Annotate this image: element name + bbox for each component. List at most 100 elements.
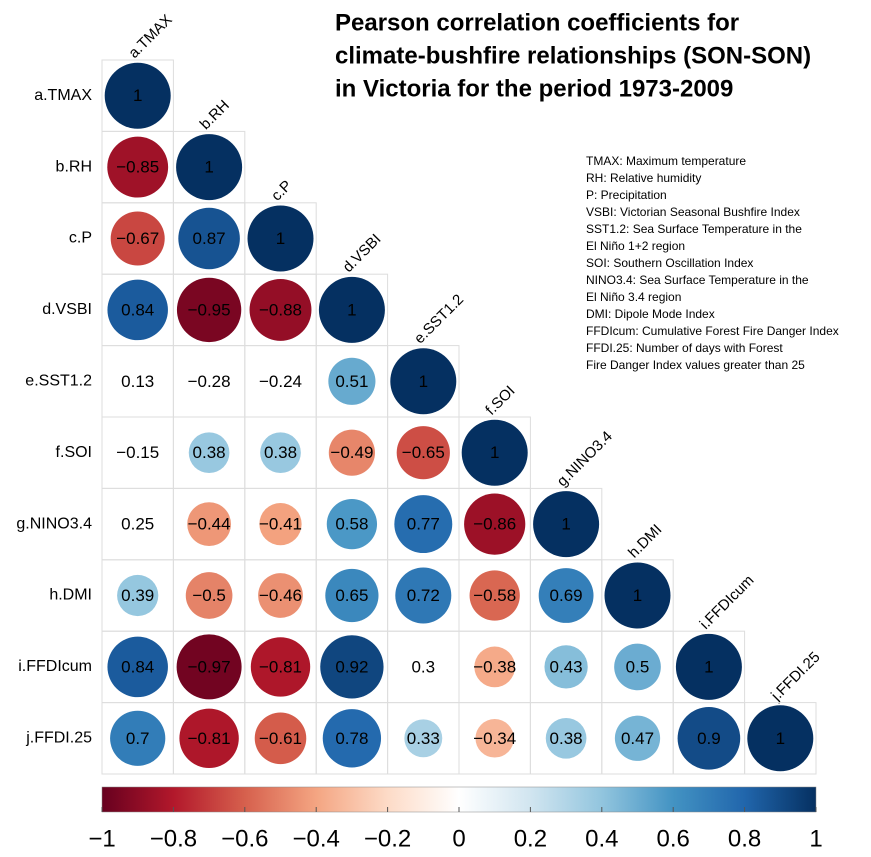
correlation-circle xyxy=(395,567,452,624)
colorbar-tick-label: 0.4 xyxy=(585,825,618,852)
colorbar-tick-label: −0.4 xyxy=(293,825,340,852)
correlation-circle xyxy=(104,62,171,129)
correlation-circle xyxy=(461,419,528,486)
cell-label: 0.5 xyxy=(626,657,650,676)
cell-label: 1 xyxy=(490,443,499,462)
cell-label: 0.9 xyxy=(697,729,721,748)
correlation-circle xyxy=(179,708,239,768)
correlation-circle xyxy=(675,633,742,700)
chart-title: Pearson correlation coefficients for xyxy=(335,9,739,36)
cell-label: 0.43 xyxy=(550,657,583,676)
cell-label: −0.65 xyxy=(402,443,445,462)
cell-label: −0.49 xyxy=(330,443,373,462)
correlation-circle xyxy=(533,491,600,558)
cell-label: −0.28 xyxy=(188,372,231,391)
column-label: c.P xyxy=(268,177,295,204)
cell-label: −0.5 xyxy=(192,586,226,605)
cell-label: 0.3 xyxy=(411,657,435,676)
correlation-circle xyxy=(107,636,168,698)
cell-label: −0.88 xyxy=(259,300,302,319)
correlation-circle xyxy=(117,574,159,617)
legend-note: El Niño 3.4 region xyxy=(586,290,681,304)
correlation-circle xyxy=(677,706,741,770)
row-label: g.NINO3.4 xyxy=(16,515,92,532)
row-label: i.FFDIcum xyxy=(18,658,92,675)
correlation-circle xyxy=(322,709,382,768)
correlation-circle xyxy=(325,568,379,623)
correlation-circle xyxy=(464,493,526,555)
cell-label: −0.81 xyxy=(188,729,231,748)
cell-label: 1 xyxy=(133,86,142,105)
cell-label: 0.87 xyxy=(193,229,226,248)
correlation-circle xyxy=(328,357,376,405)
legend-note: DMI: Dipole Mode Index xyxy=(586,307,715,321)
chart-title: in Victoria for the period 1973-2009 xyxy=(335,75,733,102)
correlation-circle xyxy=(747,705,814,772)
cell-label: 0.84 xyxy=(121,300,154,319)
correlation-circle xyxy=(469,570,520,621)
correlation-circle xyxy=(320,635,384,699)
cell-label: 0.77 xyxy=(407,515,440,534)
cell-label: 0.38 xyxy=(193,443,226,462)
cell-label: 1 xyxy=(347,300,356,319)
column-label: e.SST1.2 xyxy=(411,291,467,347)
column-label: f.SOI xyxy=(482,382,518,418)
cell-label: −0.61 xyxy=(259,729,302,748)
cell-label: 0.38 xyxy=(550,729,583,748)
cell-label: 1 xyxy=(276,229,285,248)
cell-label: 1 xyxy=(419,372,428,391)
column-label: a.TMAX xyxy=(125,11,175,61)
legend-note: FFDIcum: Cumulative Forest Fire Danger I… xyxy=(586,324,839,338)
cell-label: 1 xyxy=(204,158,213,177)
correlation-circle xyxy=(110,211,165,266)
correlation-circle xyxy=(250,637,311,697)
cell-label: −0.41 xyxy=(259,515,302,534)
legend-note: NINO3.4: Sea Surface Temperature in the xyxy=(586,273,809,287)
cell-label: 0.72 xyxy=(407,586,440,605)
row-label: a.TMAX xyxy=(34,87,92,104)
legend-note: RH: Relative humidity xyxy=(586,171,701,185)
colorbar-tick-label: −0.6 xyxy=(221,825,268,852)
correlation-circle xyxy=(107,279,168,341)
row-label: j.FFDI.25 xyxy=(25,730,92,747)
legend-note: SOI: Southern Oscillation Index xyxy=(586,256,753,270)
legend-note: P: Precipitation xyxy=(586,188,667,202)
correlation-circle xyxy=(249,278,312,341)
cell-label: −0.81 xyxy=(259,657,302,676)
correlation-circle xyxy=(404,719,443,758)
row-label: f.SOI xyxy=(56,444,92,461)
correlation-circle xyxy=(176,277,242,343)
correlation-circle xyxy=(187,502,231,546)
cell-label: 0.92 xyxy=(335,657,368,676)
cell-border xyxy=(744,702,817,775)
row-label: c.P xyxy=(69,230,92,247)
cell-label: −0.44 xyxy=(188,515,231,534)
cell-label: 1 xyxy=(776,729,785,748)
colorbar-tick-label: 0.8 xyxy=(728,825,761,852)
correlation-circle xyxy=(545,717,587,759)
cell-label: 0.78 xyxy=(335,729,368,748)
cell-label: −0.67 xyxy=(116,229,159,248)
correlation-circle xyxy=(474,646,516,688)
cell-label: −0.24 xyxy=(259,372,302,391)
cell-label: −0.85 xyxy=(116,158,159,177)
colorbar-tick-label: −0.2 xyxy=(364,825,411,852)
correlation-circle xyxy=(394,495,453,554)
correlation-circle xyxy=(178,207,240,270)
correlation-circle xyxy=(176,634,242,700)
correlation-circle xyxy=(107,136,169,198)
correlation-circle xyxy=(396,426,450,480)
cell-label: 0.69 xyxy=(550,586,583,605)
correlation-circle xyxy=(188,432,230,474)
legend-note: FFDI.25: Number of days with Forest xyxy=(586,341,783,355)
column-label: g.NINO3.4 xyxy=(554,428,616,490)
cell-label: 0.84 xyxy=(121,657,154,676)
column-label: j.FFDI.25 xyxy=(767,649,823,705)
correlation-circle xyxy=(604,562,671,629)
cell-label: 0.51 xyxy=(335,372,368,391)
correlation-circle xyxy=(259,502,302,546)
correlation-circle xyxy=(614,643,661,691)
colorbar-tick-label: −0.8 xyxy=(150,825,197,852)
cell-label: 0.38 xyxy=(264,443,297,462)
cell-label: −0.34 xyxy=(473,729,516,748)
